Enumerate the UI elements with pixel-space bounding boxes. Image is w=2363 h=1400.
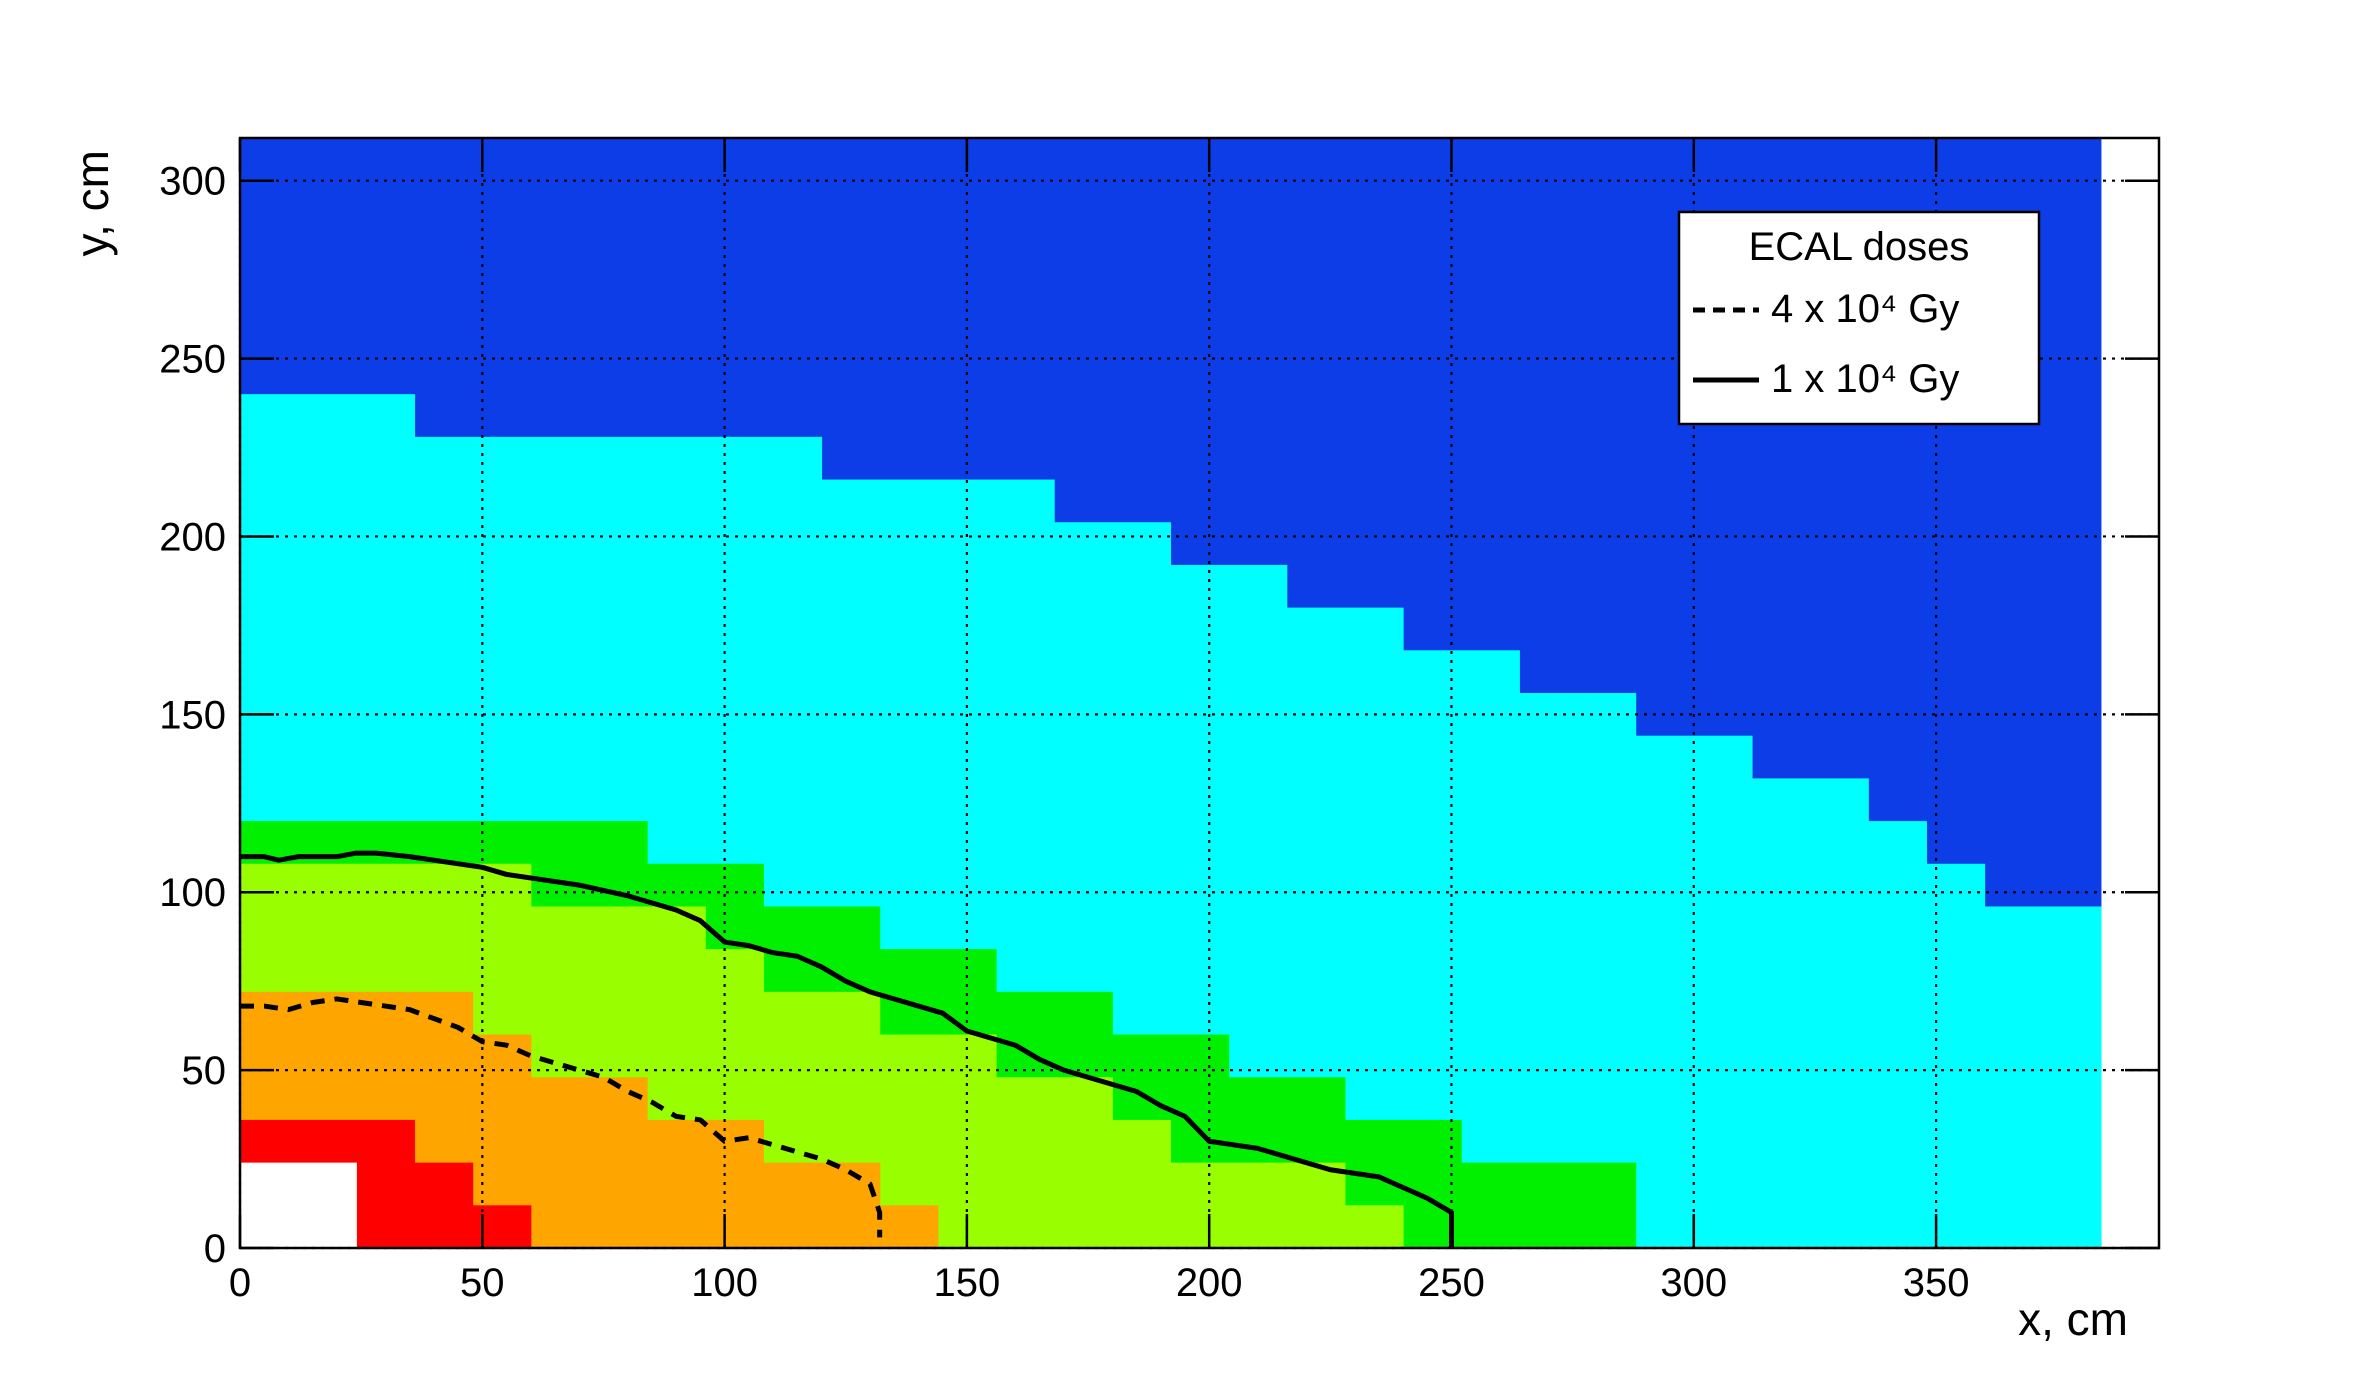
- x-tick-label: 150: [934, 1261, 1001, 1305]
- region-cell: [414, 1162, 474, 1248]
- region-cell: [879, 1205, 939, 1248]
- y-tick-label: 200: [159, 515, 226, 559]
- y-tick-label: 250: [159, 338, 226, 382]
- region-cell: [530, 1077, 648, 1248]
- y-tick-label: 150: [159, 693, 226, 737]
- x-tick-label: 300: [1660, 1261, 1727, 1305]
- region-cell: [1344, 1205, 1404, 1248]
- y-tick-label: 50: [182, 1049, 227, 1093]
- x-tick-label: 50: [460, 1261, 505, 1305]
- x-tick-label: 100: [691, 1261, 758, 1305]
- legend-box: [1677, 210, 2041, 426]
- region-cell: [1519, 693, 1637, 1248]
- y-tick-label: 0: [204, 1227, 226, 1271]
- y-tick-label: 300: [159, 160, 226, 204]
- region-cell: [240, 1162, 357, 1248]
- x-tick-label: 350: [1903, 1261, 1970, 1305]
- region-cell: [1868, 821, 1927, 1248]
- region-cell: [1635, 735, 1753, 1248]
- region-cell: [1984, 906, 2102, 1248]
- region-cell: [1751, 778, 1869, 1248]
- legend-label: 4 x 10⁴ Gy: [1771, 287, 1959, 331]
- x-tick-label: 250: [1418, 1261, 1485, 1305]
- y-tick-label: 100: [159, 871, 226, 915]
- contour-line: [240, 850, 1454, 1248]
- x-tick-label: 200: [1176, 1261, 1243, 1305]
- region-cell: [995, 1077, 1113, 1248]
- plot-frame: [238, 136, 2161, 1250]
- region-cell: [1112, 1119, 1172, 1248]
- region-cell: [763, 1162, 881, 1248]
- contour-line: [240, 996, 883, 1238]
- legend-label: 1 x 10⁴ Gy: [1771, 357, 1959, 401]
- region-cell: [647, 1119, 764, 1248]
- region-cell: [1170, 1162, 1346, 1248]
- legend-title: ECAL doses: [1749, 225, 1970, 269]
- x-axis-label: x, cm: [2018, 1293, 2128, 1345]
- y-axis-label: y, cm: [66, 150, 118, 256]
- region-cell: [1461, 1162, 1637, 1248]
- x-tick-label: 0: [229, 1261, 251, 1305]
